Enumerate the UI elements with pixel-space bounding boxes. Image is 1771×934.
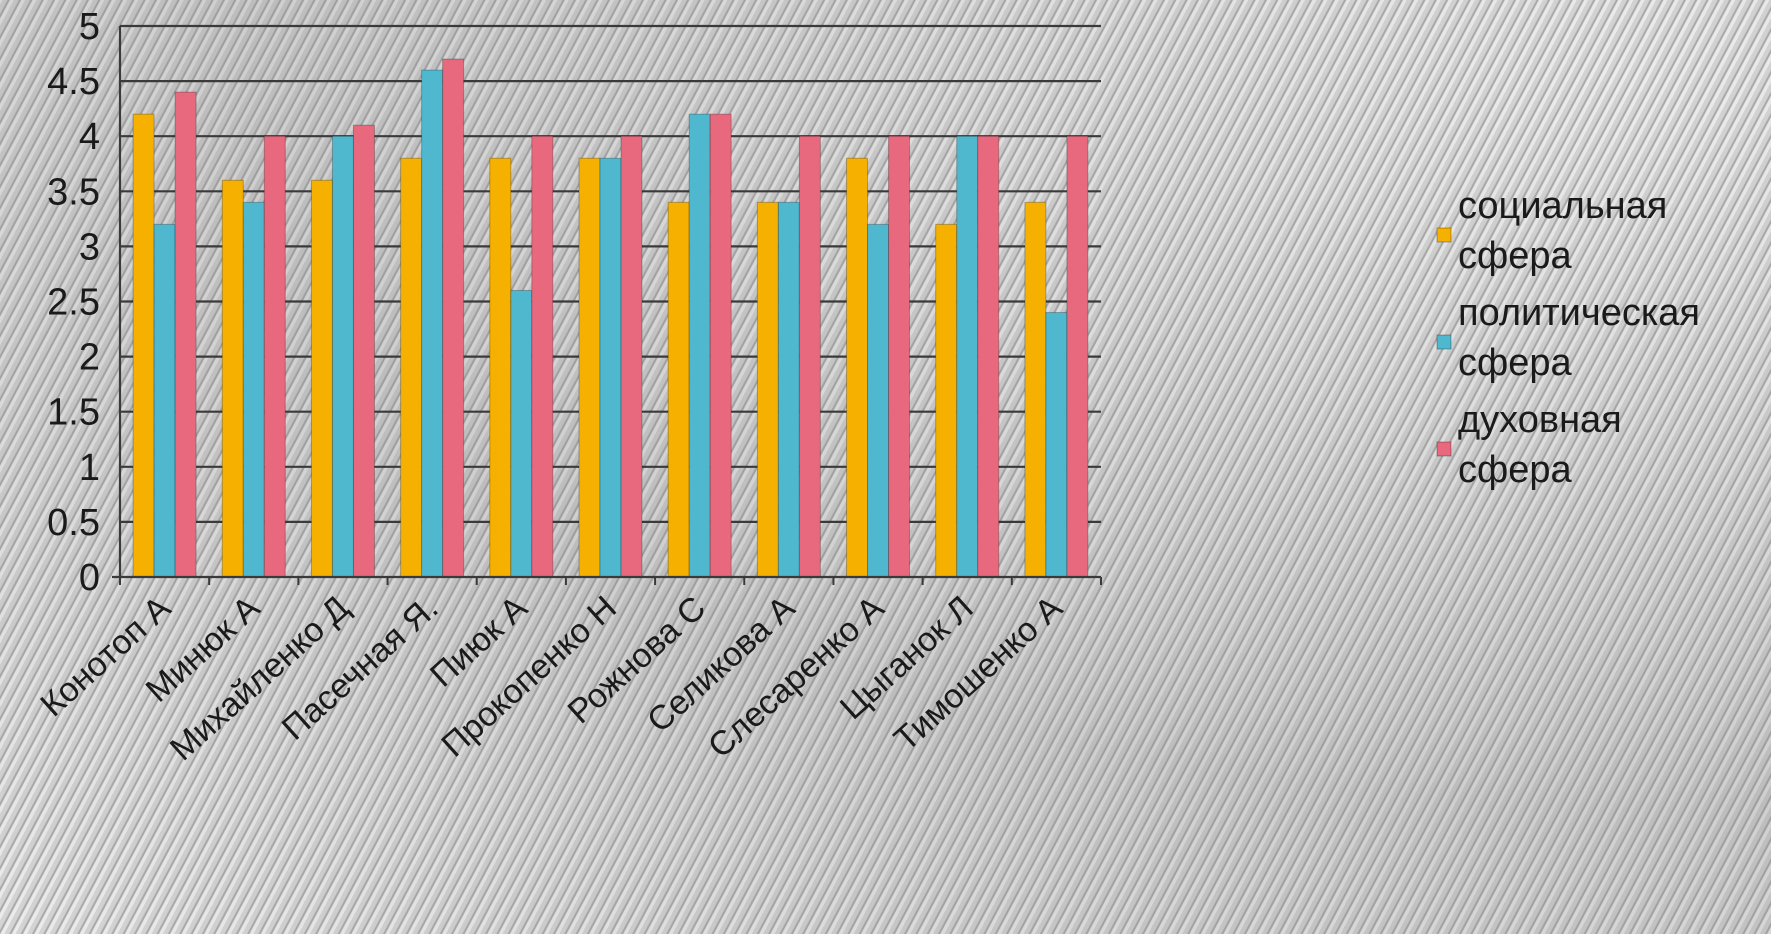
- bar: [688, 113, 711, 578]
- bar: [578, 157, 601, 578]
- legend-label: духовная: [1458, 399, 1622, 441]
- bar: [709, 113, 732, 578]
- axes: [112, 26, 1102, 585]
- y-tick-label: 4: [79, 116, 100, 158]
- bar: [846, 157, 869, 578]
- bar: [667, 201, 690, 578]
- bar: [263, 135, 286, 578]
- bar: [132, 113, 155, 578]
- y-tick-label: 3: [79, 226, 100, 268]
- y-tick-label: 0: [79, 557, 100, 599]
- bar: [242, 201, 265, 578]
- bar: [1045, 312, 1068, 578]
- bars: [132, 58, 1089, 578]
- legend-label: сфера: [1458, 235, 1573, 277]
- legend-label: сфера: [1458, 342, 1573, 384]
- bar: [221, 179, 244, 578]
- y-tick-label: 5: [79, 6, 100, 48]
- y-tick-labels: 0 0.5 1 1.5 2 2.5 3 3.5 4 4.5 5: [47, 6, 100, 599]
- bar: [400, 157, 423, 578]
- bar: [935, 223, 958, 578]
- y-tick-label: 4.5: [47, 61, 100, 103]
- bar: [421, 69, 444, 578]
- legend: социальная сфера политическая сфера духовная…: [1436, 185, 1700, 491]
- bar: [956, 135, 979, 578]
- bar: [331, 135, 354, 578]
- y-tick-label: 2: [79, 337, 100, 379]
- bar: [174, 91, 197, 578]
- bar: [867, 223, 890, 578]
- bar: [599, 157, 622, 578]
- bar: [489, 157, 512, 578]
- legend-label: политическая: [1458, 292, 1700, 334]
- legend-label: социальная: [1458, 185, 1667, 227]
- bar: [153, 223, 176, 578]
- bar: [352, 124, 375, 578]
- bar: [442, 58, 465, 578]
- y-tick-label: 0.5: [47, 502, 100, 544]
- bar: [798, 135, 821, 578]
- y-tick-label: 3.5: [47, 171, 100, 213]
- legend-label: сфера: [1458, 449, 1573, 491]
- y-tick-label: 1.5: [47, 392, 100, 434]
- x-tick-label: Пасечная Я.: [275, 589, 446, 748]
- bar: [510, 289, 533, 578]
- bar: [1066, 135, 1089, 578]
- legend-swatch: [1436, 441, 1452, 457]
- bar: [1024, 201, 1047, 578]
- bar: [310, 179, 333, 578]
- y-tick-label: 1: [79, 447, 100, 489]
- bar: [777, 201, 800, 578]
- legend-swatch: [1436, 334, 1452, 350]
- y-tick-label: 2.5: [47, 282, 100, 324]
- bar: [620, 135, 643, 578]
- bar: [531, 135, 554, 578]
- bar: [756, 201, 779, 578]
- x-tick-label: Конотоп А: [33, 588, 178, 724]
- bar: [888, 135, 911, 578]
- legend-swatch: [1436, 227, 1452, 243]
- bar: [977, 135, 1000, 578]
